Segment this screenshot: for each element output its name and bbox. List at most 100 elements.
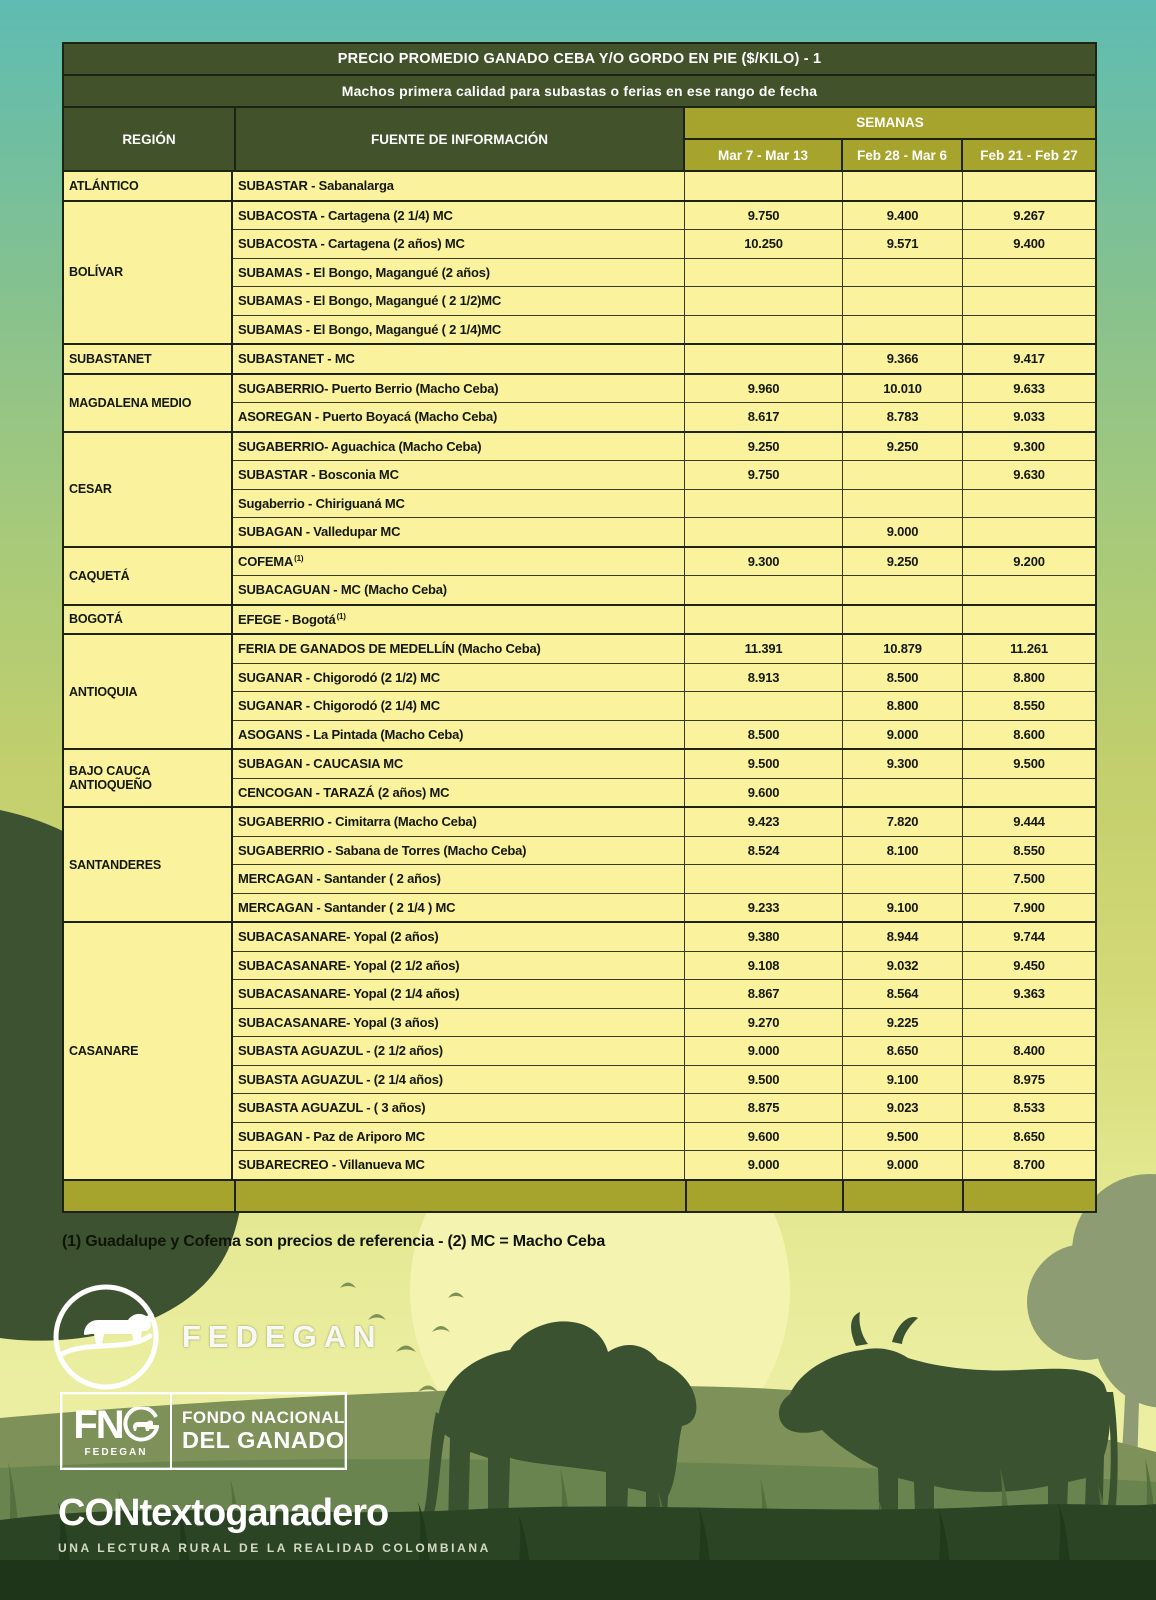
table-row: MERCAGAN - Santander ( 2 1/4 ) MC 9.233 9.… (233, 892, 1095, 921)
fedegan-wordmark: FEDEGAN (182, 1319, 383, 1354)
price-cell: 9.108 (685, 951, 843, 979)
right-tree-silhouette (1027, 1174, 1156, 1510)
price-cell: 9.233 (685, 893, 843, 921)
price-cell: 7.820 (843, 808, 963, 836)
price-cell: 8.800 (963, 663, 1095, 691)
price-cell (685, 692, 843, 720)
price-cell (963, 605, 1095, 633)
fuente-cell: SUBARECREO - Villanueva MC (233, 1151, 685, 1179)
fuente-cell: SUGABERRIO - Cimitarra (Macho Ceba) (233, 808, 685, 836)
price-cell: 9.600 (685, 778, 843, 806)
table-row: SUBAGAN - CAUCASIA MC 9.500 9.300 9.500 (233, 750, 1095, 778)
fuente-cell: FERIA DE GANADOS DE MEDELLÍN (Macho Ceba… (233, 635, 685, 663)
price-cell: 9.363 (963, 980, 1095, 1008)
price-cell: 8.913 (685, 663, 843, 691)
price-cell: 10.250 (685, 230, 843, 258)
fuente-cell: SUGABERRIO- Puerto Berrio (Macho Ceba) (233, 374, 685, 402)
price-cell (963, 315, 1095, 343)
region-group: ATLÁNTICO SUBASTAR - Sabanalarga (64, 172, 1095, 202)
fng-logo: FN FEDEGAN FONDO NACIONAL DEL GANADO (60, 1392, 347, 1470)
price-cell (685, 172, 843, 200)
price-cell: 9.423 (685, 808, 843, 836)
table-row: SUBACOSTA - Cartagena (2 años) MC 10.250 9… (233, 229, 1095, 258)
table-row: SUBAMAS - El Bongo, Magangué ( 2 1/2)MC (233, 286, 1095, 315)
table-row: SUBACOSTA - Cartagena (2 1/4) MC 9.750 9.4… (233, 201, 1095, 229)
contexto-tagline: UNA LECTURA RURAL DE LA REALIDAD COLOMBI… (58, 1541, 491, 1555)
fuente-cell: SUBACASANARE- Yopal (2 1/2 años) (233, 951, 685, 979)
price-cell (685, 518, 843, 546)
price-cell: 8.533 (963, 1094, 1095, 1122)
region-group: ANTIOQUIA FERIA DE GANADOS DE MEDELLÍN (M… (64, 635, 1095, 750)
table-row: CENCOGAN - TARAZÁ (2 años) MC 9.600 (233, 777, 1095, 806)
price-cell: 9.000 (843, 720, 963, 748)
price-cell: 10.879 (843, 635, 963, 663)
header-week-3: Feb 21 - Feb 27 (963, 140, 1095, 170)
price-cell (843, 315, 963, 343)
fuente-cell: SUBAMAS - El Bongo, Magangué ( 2 1/2)MC (233, 287, 685, 315)
table-row: FERIA DE GANADOS DE MEDELLÍN (Macho Ceba… (233, 635, 1095, 663)
header-fuente: FUENTE DE INFORMACIÓN (235, 108, 685, 170)
price-cell (843, 258, 963, 286)
price-cell: 9.744 (963, 923, 1095, 951)
fondo-nacional-box: FONDO NACIONAL DEL GANADO (172, 1394, 345, 1468)
price-cell: 9.444 (963, 808, 1095, 836)
region-name: ATLÁNTICO (64, 172, 233, 200)
bull-silhouette (424, 1321, 697, 1536)
price-cell (685, 576, 843, 604)
fuente-cell: SUBAMAS - El Bongo, Magangué ( 2 1/4)MC (233, 315, 685, 343)
table-row: SUBASTA AGUAZUL - ( 3 años) 8.875 9.023 8.5… (233, 1093, 1095, 1122)
fuente-cell: SUBACAGUAN - MC (Macho Ceba) (233, 576, 685, 604)
price-cell: 9.300 (843, 750, 963, 778)
price-cell (843, 287, 963, 315)
fng-fedegan-label: FEDEGAN (84, 1446, 148, 1458)
fedegan-logo: FEDEGAN (48, 1272, 383, 1402)
table-row: SUGABERRIO - Sabana de Torres (Macho Ceb… (233, 835, 1095, 864)
price-cell: 9.366 (843, 345, 963, 373)
fuente-cell: ASOREGAN - Puerto Boyacá (Macho Ceba) (233, 403, 685, 431)
price-cell: 11.261 (963, 635, 1095, 663)
fuente-cell: SUBASTA AGUAZUL - ( 3 años) (233, 1094, 685, 1122)
region-group: SANTANDERES SUGABERRIO - Cimitarra (Macho… (64, 808, 1095, 923)
fng-mark-box: FN FEDEGAN (62, 1394, 172, 1468)
fuente-cell: SUGANAR - Chigorodó (2 1/2) MC (233, 663, 685, 691)
price-cell: 9.200 (963, 547, 1095, 575)
fuente-cell: SUBACASANARE- Yopal (2 1/4 años) (233, 980, 685, 1008)
region-group: MAGDALENA MEDIO SUGABERRIO- Puerto Berrio… (64, 374, 1095, 433)
price-cell: 9.270 (685, 1008, 843, 1036)
price-cell (963, 576, 1095, 604)
price-cell (685, 345, 843, 373)
price-cell (963, 489, 1095, 517)
fuente-cell: MERCAGAN - Santander ( 2 1/4 ) MC (233, 893, 685, 921)
table-row: SUBASTA AGUAZUL - (2 1/2 años) 9.000 8.650… (233, 1036, 1095, 1065)
price-cell: 8.975 (963, 1065, 1095, 1093)
price-cell: 8.650 (963, 1122, 1095, 1150)
table-row: COFEMA (1) 9.300 9.250 9.200 (233, 547, 1095, 575)
region-name: SANTANDERES (64, 808, 233, 921)
price-cell: 8.600 (963, 720, 1095, 748)
region-name: BOGOTÁ (64, 605, 233, 633)
fuente-cell: SUBACOSTA - Cartagena (2 años) MC (233, 230, 685, 258)
price-cell: 9.000 (685, 1037, 843, 1065)
table-row: ASOGANS - La Pintada (Macho Ceba) 8.500 9.… (233, 719, 1095, 748)
fondo-line1: FONDO NACIONAL (182, 1408, 345, 1427)
price-cell: 9.500 (843, 1122, 963, 1150)
price-cell (963, 778, 1095, 806)
price-cell: 8.400 (963, 1037, 1095, 1065)
price-cell (843, 576, 963, 604)
price-cell: 7.900 (963, 893, 1095, 921)
price-cell (843, 605, 963, 633)
price-cell: 8.500 (843, 663, 963, 691)
footnote: (1) Guadalupe y Cofema son precios de re… (62, 1233, 606, 1250)
price-cell: 11.391 (685, 635, 843, 663)
table-row: SUBACASANARE- Yopal (3 años) 9.270 9.225 (233, 1007, 1095, 1036)
price-cell: 9.000 (843, 1151, 963, 1179)
price-cell: 9.417 (963, 345, 1095, 373)
price-cell: 9.400 (843, 201, 963, 229)
table-row: SUBASTA AGUAZUL - (2 1/4 años) 9.500 9.100… (233, 1064, 1095, 1093)
price-cell: 9.000 (685, 1151, 843, 1179)
header-region: REGIÓN (64, 108, 236, 170)
price-cell: 9.500 (685, 750, 843, 778)
price-cell (843, 172, 963, 200)
